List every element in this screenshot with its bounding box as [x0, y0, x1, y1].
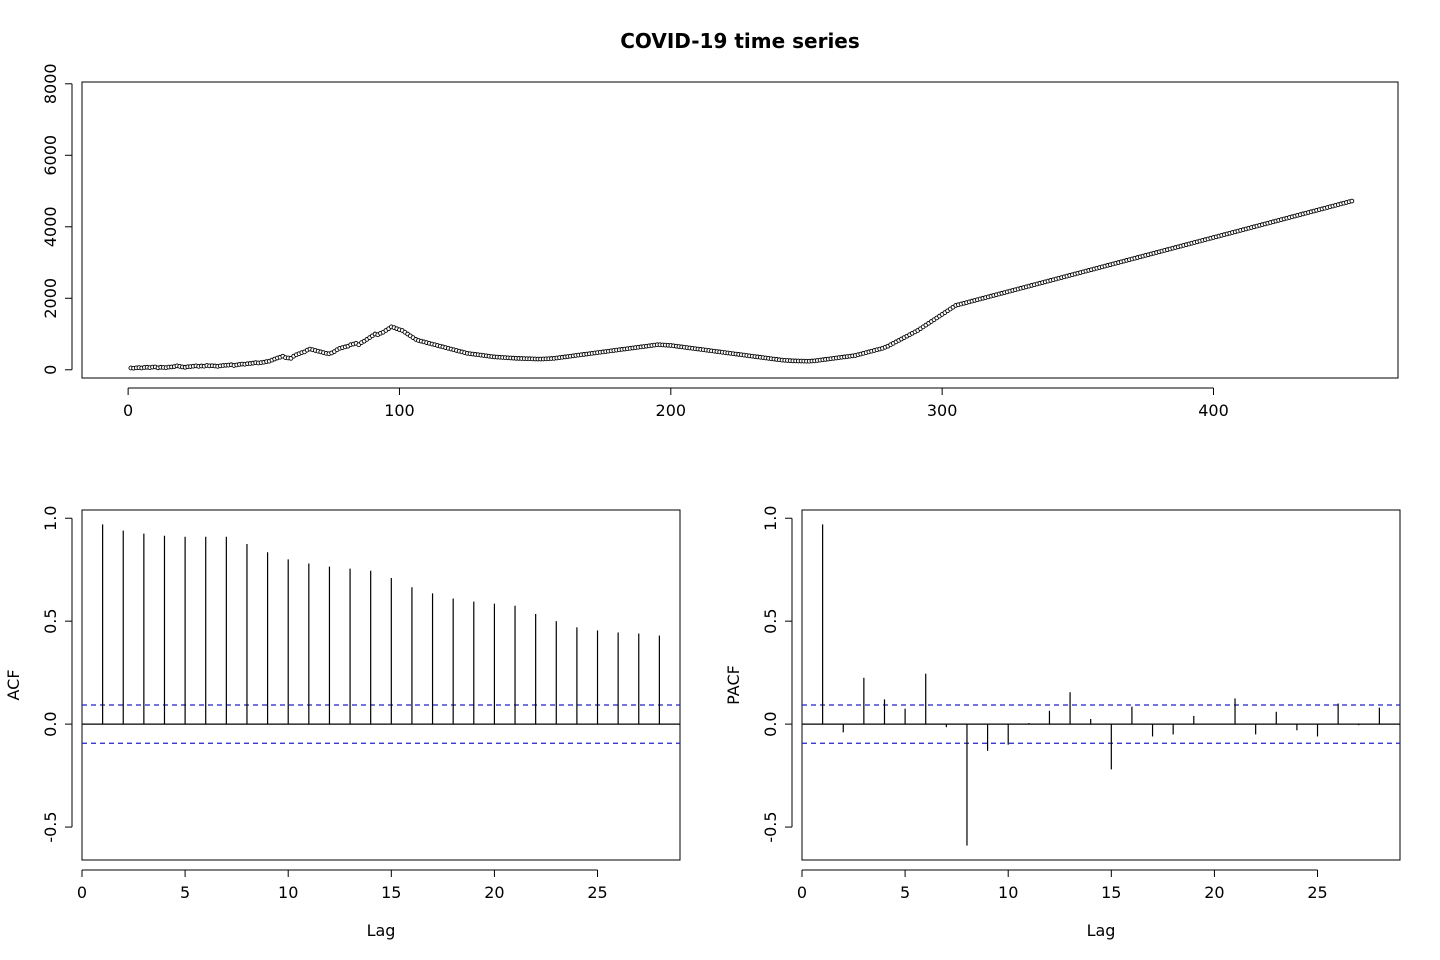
acf-y-tick-label: -0.5 — [41, 811, 60, 842]
pacf-x-tick-label: 10 — [998, 883, 1018, 902]
ts-x-tick-label: 100 — [384, 401, 415, 420]
ts-point — [1349, 198, 1355, 204]
acf-y-tick-label: 1.0 — [41, 506, 60, 531]
acf-axes: 0 5 10 15 20 25 -0.5 0.0 0.5 1.0 — [41, 506, 608, 902]
acf-x-tick-label: 0 — [77, 883, 87, 902]
chart-title: COVID-19 time series — [620, 29, 860, 53]
acf-panel: 0 5 10 15 20 25 -0.5 0.0 0.5 1.0 Lag ACF — [4, 506, 681, 940]
ts-y-tick-label: 8000 — [41, 63, 60, 104]
ts-x-tick-label: 200 — [656, 401, 687, 420]
ts-x-tick-label: 400 — [1198, 401, 1229, 420]
time-series-line — [128, 198, 1355, 371]
ts-y-tick-label: 6000 — [41, 135, 60, 176]
acf-x-tick-label: 25 — [587, 883, 607, 902]
pacf-x-tick-label: 0 — [797, 883, 807, 902]
ts-x-tick-label: 300 — [927, 401, 958, 420]
pacf-x-tick-label: 15 — [1101, 883, 1121, 902]
acf-plot-box — [81, 509, 681, 861]
pacf-y-tick-label: 1.0 — [761, 506, 780, 531]
ts-line — [130, 200, 1353, 369]
acf-bars — [82, 524, 680, 744]
ts-y-tick-label: 4000 — [41, 206, 60, 247]
time-series-plot-box — [81, 81, 1399, 379]
pacf-y-tick-label: 0.0 — [761, 711, 780, 736]
acf-y-tick-label: 0.0 — [41, 711, 60, 736]
pacf-x-tick-label: 25 — [1307, 883, 1327, 902]
acf-y-tick-label: 0.5 — [41, 608, 60, 633]
ts-y-tick-label: 0 — [41, 365, 60, 375]
acf-x-tick-label: 20 — [484, 883, 504, 902]
acf-x-tick-label: 15 — [381, 883, 401, 902]
pacf-x-tick-label: 20 — [1204, 883, 1224, 902]
pacf-x-tick-label: 5 — [900, 883, 910, 902]
pacf-bars — [802, 524, 1400, 846]
acf-x-tick-label: 10 — [278, 883, 298, 902]
pacf-x-axis-label: Lag — [1087, 921, 1116, 940]
pacf-plot-box — [801, 509, 1401, 861]
pacf-y-tick-label: 0.5 — [761, 608, 780, 633]
ts-x-tick-label: 0 — [123, 401, 133, 420]
acf-x-axis-label: Lag — [367, 921, 396, 940]
pacf-panel: 0 5 10 15 20 25 -0.5 0.0 0.5 1.0 Lag PACF — [724, 506, 1401, 940]
ts-y-tick-label: 2000 — [41, 278, 60, 319]
acf-x-tick-label: 5 — [180, 883, 190, 902]
acf-y-axis-label: ACF — [4, 669, 23, 700]
pacf-y-axis-label: PACF — [724, 665, 743, 705]
pacf-y-tick-label: -0.5 — [761, 811, 780, 842]
pacf-axes: 0 5 10 15 20 25 -0.5 0.0 0.5 1.0 — [761, 506, 1328, 902]
